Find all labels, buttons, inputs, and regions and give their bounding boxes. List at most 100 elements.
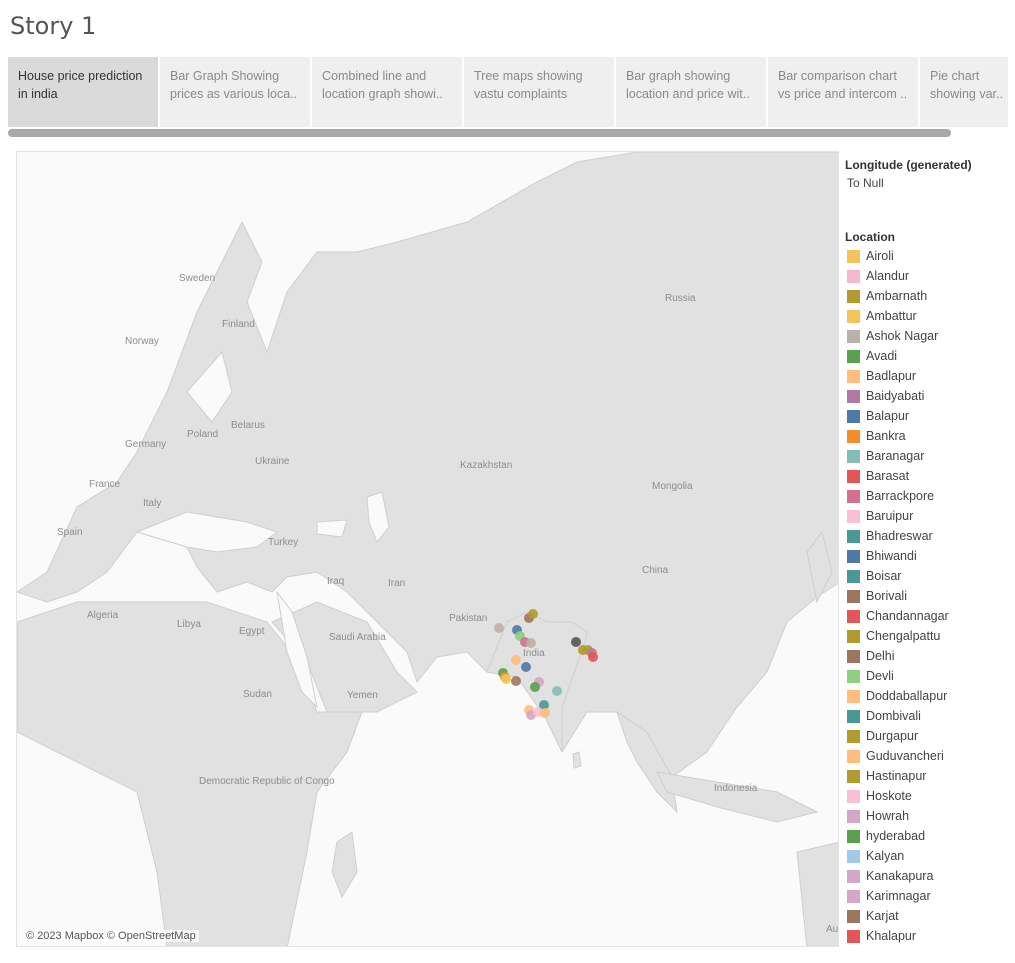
location-marker[interactable] — [521, 662, 531, 672]
legend-label: Doddaballapur — [866, 689, 948, 703]
legend-swatch — [847, 469, 860, 483]
legend-item[interactable]: Balapur — [847, 406, 949, 426]
legend-item[interactable]: hyderabad — [847, 826, 949, 846]
story-title: Story 1 — [10, 12, 97, 40]
legend-swatch — [847, 749, 860, 763]
tab-combined-line-location[interactable]: Combined line and location graph showi.. — [312, 57, 462, 127]
location-marker[interactable] — [552, 686, 562, 696]
legend-label: Bankra — [866, 429, 906, 443]
legend-item[interactable]: Avadi — [847, 346, 949, 366]
country-label: Algeria — [87, 610, 119, 621]
legend-swatch — [847, 249, 860, 263]
legend-swatch — [847, 629, 860, 643]
location-marker[interactable] — [511, 655, 521, 665]
legend-label: Guduvancheri — [866, 749, 944, 763]
tab-label: House price prediction — [18, 69, 143, 83]
tab-bar-comparison-chart[interactable]: Bar comparison chart vs price and interc… — [768, 57, 918, 127]
legend-item[interactable]: Baidyabati — [847, 386, 949, 406]
legend-item[interactable]: Delhi — [847, 646, 949, 666]
legend-swatch — [847, 609, 860, 623]
legend-item[interactable]: Bankra — [847, 426, 949, 446]
legend-item[interactable]: Ashok Nagar — [847, 326, 949, 346]
legend-swatch — [847, 329, 860, 343]
legend-item[interactable]: Alandur — [847, 266, 949, 286]
location-marker[interactable] — [528, 609, 538, 619]
tab-label: prices as various loca.. — [170, 87, 298, 101]
legend-swatch — [847, 669, 860, 683]
location-marker[interactable] — [501, 674, 511, 684]
tab-pie-chart[interactable]: Pie chart showing var.. — [920, 57, 1008, 127]
map-attribution[interactable]: © 2023 Mapbox © OpenStreetMap — [23, 930, 199, 942]
legend-swatch — [847, 529, 860, 543]
legend-item[interactable]: Hoskote — [847, 786, 949, 806]
country-label: Spain — [57, 527, 83, 538]
legend-item[interactable]: Chengalpattu — [847, 626, 949, 646]
location-marker[interactable] — [540, 708, 550, 718]
location-marker[interactable] — [588, 652, 598, 662]
legend-item[interactable]: Devli — [847, 666, 949, 686]
map-view[interactable]: Sweden Finland Norway Russia Belarus Pol… — [16, 151, 839, 947]
country-label: Iraq — [327, 576, 344, 587]
legend-item[interactable]: Boisar — [847, 566, 949, 586]
legend-item[interactable]: Chandannagar — [847, 606, 949, 626]
legend-swatch — [847, 809, 860, 823]
tab-label: Bar comparison chart — [778, 69, 897, 83]
filter-value: To Null — [847, 176, 884, 190]
country-label: Italy — [143, 498, 161, 509]
legend-item[interactable]: Howrah — [847, 806, 949, 826]
legend-label: Baruipur — [866, 509, 914, 523]
legend-item[interactable]: Dombivali — [847, 706, 949, 726]
legend-item[interactable]: Barasat — [847, 466, 949, 486]
legend-item[interactable]: Karimnagar — [847, 886, 949, 906]
tab-label: vs price and intercom .. — [778, 87, 908, 101]
legend-item[interactable]: Guduvancheri — [847, 746, 949, 766]
story-tab-bar: House price prediction in india Bar Grap… — [8, 57, 1008, 127]
legend-item[interactable]: Kalyan — [847, 846, 949, 866]
legend-item[interactable]: Ambattur — [847, 306, 949, 326]
tab-house-price-prediction[interactable]: House price prediction in india — [8, 57, 158, 127]
legend-item[interactable]: Karjat — [847, 906, 949, 926]
tab-scrollbar[interactable] — [8, 129, 951, 137]
tab-label: Bar graph showing — [626, 69, 731, 83]
location-marker[interactable] — [511, 676, 521, 686]
tab-label: Pie chart — [930, 69, 980, 83]
tab-label: location graph showi.. — [322, 87, 443, 101]
legend-item[interactable]: Baruipur — [847, 506, 949, 526]
country-label: Russia — [665, 293, 696, 304]
legend-item[interactable]: Kanakapura — [847, 866, 949, 886]
legend-item[interactable]: Khalapur — [847, 926, 949, 946]
legend-item[interactable]: Doddaballapur — [847, 686, 949, 706]
legend-label: Borivali — [866, 589, 907, 603]
location-markers — [494, 609, 598, 720]
legend-item[interactable]: Barrackpore — [847, 486, 949, 506]
legend-item[interactable]: Hastinapur — [847, 766, 949, 786]
legend-label: Ambarnath — [866, 289, 928, 303]
tab-bar-graph-prices[interactable]: Bar Graph Showing prices as various loca… — [160, 57, 310, 127]
tab-tree-maps-vastu[interactable]: Tree maps showing vastu complaints — [464, 57, 614, 127]
legend-item[interactable]: Airoli — [847, 246, 949, 266]
location-marker[interactable] — [539, 700, 549, 710]
legend-label: Howrah — [866, 809, 910, 823]
legend-label: Bhadreswar — [866, 529, 933, 543]
legend-swatch — [847, 829, 860, 843]
country-label: Indonesia — [714, 783, 758, 794]
legend-item[interactable]: Badlapur — [847, 366, 949, 386]
tab-label: showing var.. — [930, 87, 1003, 101]
country-label: India — [523, 648, 545, 659]
legend-item[interactable]: Ambarnath — [847, 286, 949, 306]
location-marker[interactable] — [530, 682, 540, 692]
legend-item[interactable]: Borivali — [847, 586, 949, 606]
legend-label: Chandannagar — [866, 609, 949, 623]
legend-label: Barrackpore — [866, 489, 935, 503]
location-marker[interactable] — [571, 637, 581, 647]
location-marker[interactable] — [526, 638, 536, 648]
legend-item[interactable]: Durgapur — [847, 726, 949, 746]
legend-label: Baidyabati — [866, 389, 925, 403]
legend-item[interactable]: Baranagar — [847, 446, 949, 466]
legend-item[interactable]: Bhiwandi — [847, 546, 949, 566]
legend-swatch — [847, 309, 860, 323]
legend-item[interactable]: Bhadreswar — [847, 526, 949, 546]
tab-bar-graph-location-price[interactable]: Bar graph showing location and price wit… — [616, 57, 766, 127]
country-label: Norway — [125, 336, 159, 347]
location-marker[interactable] — [494, 623, 504, 633]
